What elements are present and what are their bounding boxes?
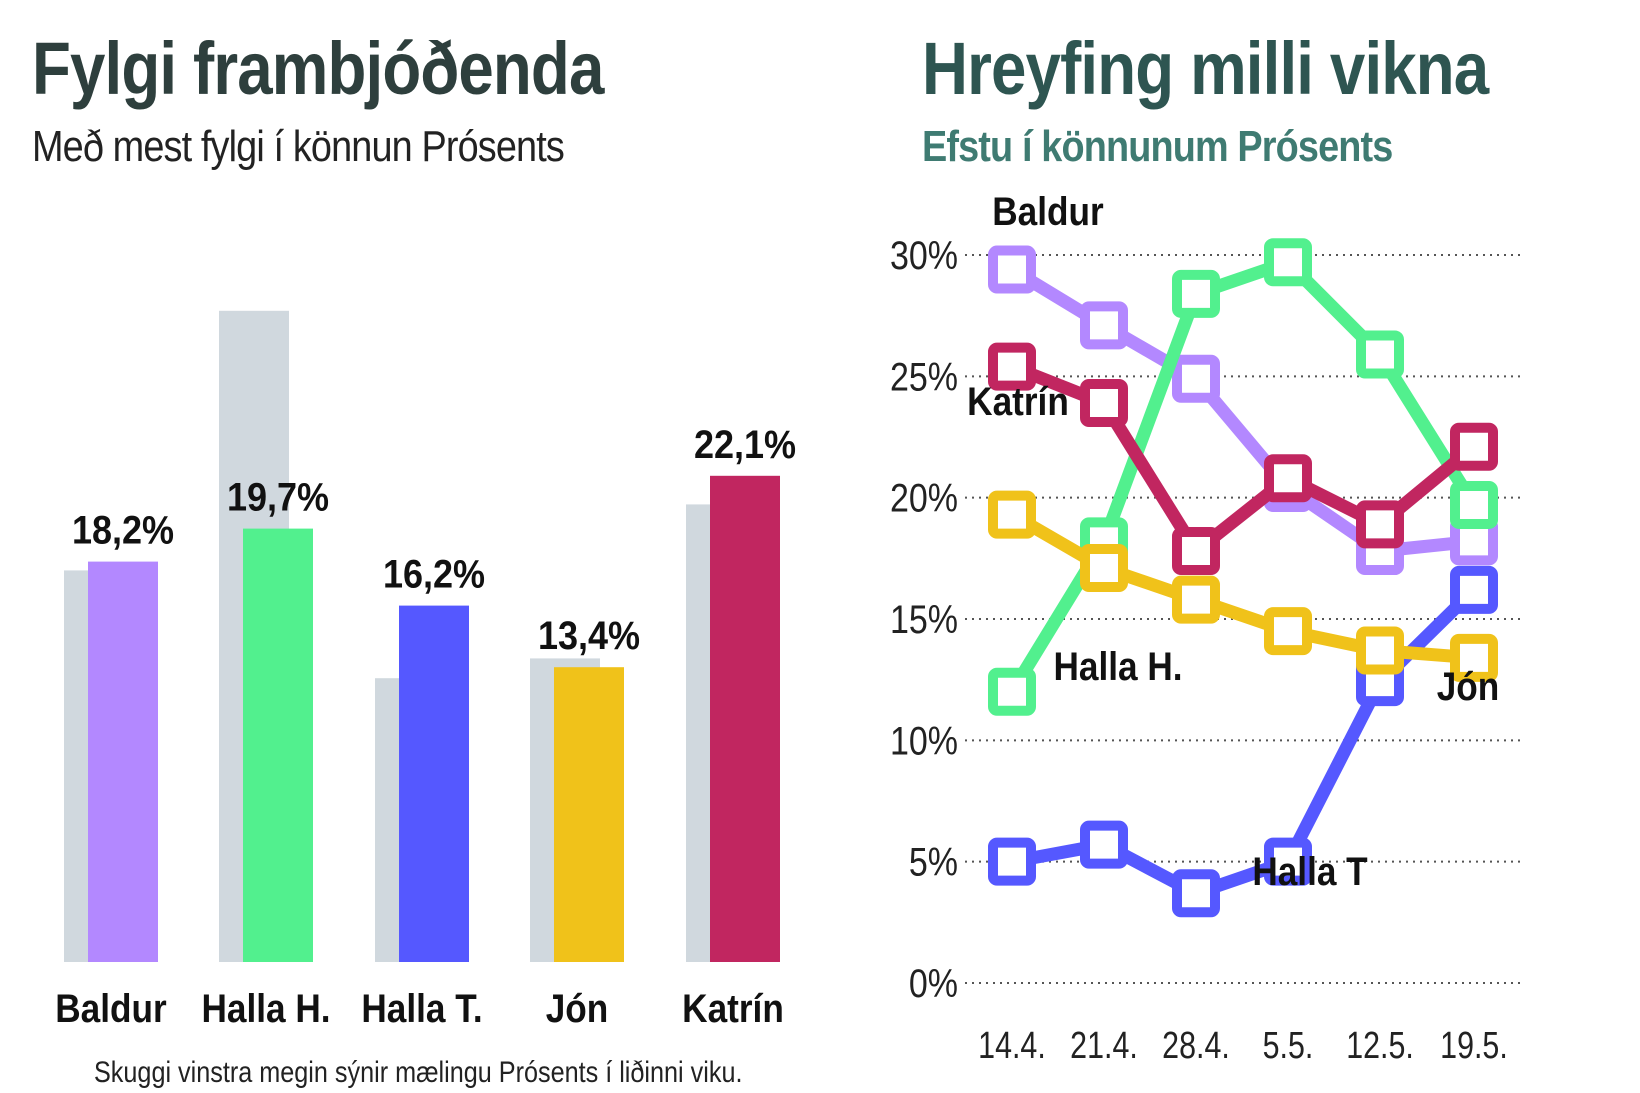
x-tick-label-3: 5.5. (1263, 1025, 1314, 1067)
point-baldur-0 (988, 245, 1036, 294)
series-label-halla-h: Halla H. (1053, 644, 1182, 689)
point-halla-t-5 (1450, 565, 1498, 614)
point-katrín-1 (1080, 379, 1128, 428)
point-baldur-2 (1172, 354, 1220, 403)
x-tick-label-katrín: Katrín (682, 986, 784, 1031)
point-halla-h-4 (1356, 330, 1404, 379)
bar-baldur (88, 561, 158, 962)
x-tick-label-1: 21.4. (1070, 1025, 1138, 1067)
point-halla-t-0 (988, 837, 1036, 886)
point-jón-1 (1080, 544, 1128, 593)
bar-data-label-katrín: 22,1% (694, 423, 796, 467)
x-tick-label-5: 19.5. (1440, 1025, 1508, 1067)
x-tick-label-halla-h: Halla H. (201, 986, 330, 1031)
point-halla-h-0 (988, 667, 1036, 716)
point-katrín-5 (1450, 422, 1498, 471)
point-halla-t-2 (1172, 869, 1220, 918)
x-tick-label-2: 28.4. (1162, 1025, 1230, 1067)
line-chart-subtitle: Efstu í könnunum Prósents (922, 122, 1393, 171)
point-jón-4 (1356, 626, 1404, 675)
point-jón-3 (1264, 607, 1312, 656)
y-tick-label-4: 20% (890, 475, 958, 520)
y-tick-label-0: 0% (909, 960, 958, 1005)
point-halla-h-3 (1264, 238, 1312, 287)
series-label-jón: Jón (1437, 664, 1500, 709)
x-tick-label-halla-t: Halla T. (361, 986, 482, 1031)
point-baldur-1 (1080, 301, 1128, 350)
bar-chart-footnote: Skuggi vinstra megin sýnir mælingu Próse… (94, 1056, 743, 1089)
point-halla-t-3 (1264, 837, 1312, 886)
point-katrín-4 (1356, 500, 1404, 549)
x-tick-label-0: 14.4. (978, 1025, 1046, 1067)
bar-chart-title: Fylgi frambjóðenda (32, 27, 604, 110)
point-jón-2 (1172, 575, 1220, 624)
point-halla-h-5 (1450, 480, 1498, 529)
point-jón-0 (988, 490, 1036, 539)
bar-data-label-halla-h: 19,7% (227, 476, 329, 520)
bar-data-label-baldur: 18,2% (72, 509, 174, 553)
y-tick-label-2: 10% (890, 718, 958, 763)
y-tick-label-3: 15% (890, 596, 958, 641)
x-tick-label-baldur: Baldur (55, 986, 167, 1031)
y-tick-label-6: 30% (890, 232, 958, 277)
bar-halla-t (399, 605, 469, 962)
x-tick-label-jón: Jón (546, 986, 609, 1031)
x-tick-label-4: 12.5. (1346, 1025, 1414, 1067)
bar-data-label-halla-t: 16,2% (383, 553, 485, 597)
bar-data-label-jón: 13,4% (538, 615, 640, 659)
point-katrín-0 (988, 342, 1036, 391)
y-tick-label-1: 5% (909, 839, 958, 884)
point-jón-5 (1450, 633, 1498, 682)
bar-katrín (710, 475, 780, 962)
bar-chart: 18,2% Baldur 19,7% Halla H. 16,2% Halla T. 13,… (55, 310, 796, 1031)
point-katrín-2 (1172, 527, 1220, 576)
series-label-katrín: Katrín (967, 379, 1069, 424)
point-halla-h-2 (1172, 269, 1220, 318)
point-halla-t-1 (1080, 820, 1128, 869)
line-chart: 0% 5% 10% 15% 20% 25% 30% 14.4. 21.4. 28.4. 5.5. 12… (890, 189, 1520, 1067)
y-tick-label-5: 25% (890, 354, 958, 399)
bar-chart-subtitle: Með mest fylgi í könnun Prósents (32, 122, 565, 171)
bar-halla-h (243, 528, 313, 962)
point-katrín-3 (1264, 454, 1312, 503)
bar-jón (554, 667, 624, 962)
line-chart-title: Hreyfing milli vikna (922, 27, 1489, 110)
series-label-baldur: Baldur (992, 189, 1104, 234)
series-label-halla-t: Halla T (1252, 849, 1367, 894)
